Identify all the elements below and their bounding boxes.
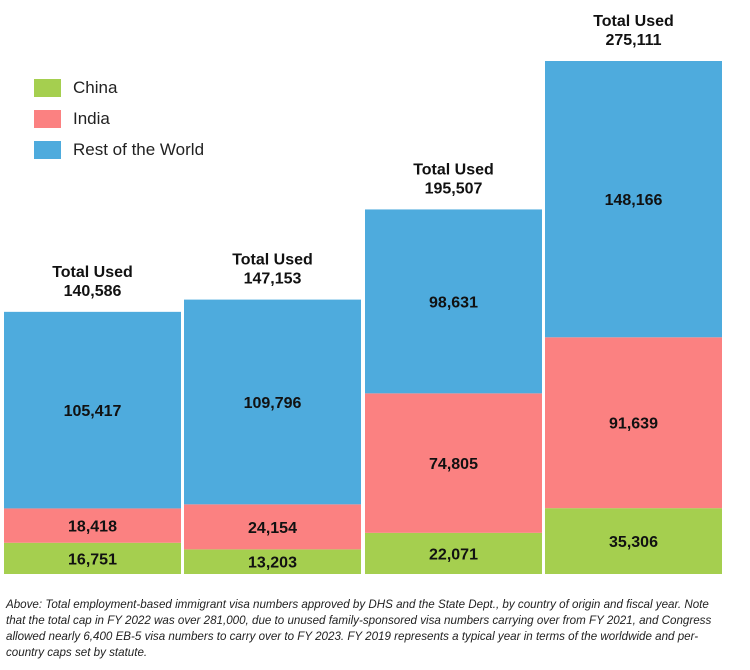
total-label-title-2: Total Used <box>232 252 313 269</box>
data-label-india-4: 91,639 <box>609 416 658 433</box>
bar-segment-china-1 <box>4 542 181 574</box>
total-label-title-1: Total Used <box>52 264 133 281</box>
legend-swatch-india <box>34 109 61 128</box>
legend-swatch-rest-of-world <box>34 140 61 159</box>
legend-label-rest-of-world: Rest of the World <box>73 139 205 159</box>
bar-segment-india-3 <box>365 393 542 533</box>
stacked-bar-chart: 16,751 18,418 105,417 Total Used 140,586 13,2… <box>4 13 722 574</box>
data-label-china-2: 13,203 <box>248 555 297 572</box>
legend-swatch-china <box>34 78 61 97</box>
data-label-china-3: 22,071 <box>429 546 478 563</box>
bar-segment-india-2 <box>184 504 361 550</box>
legend-label-china: China <box>73 77 118 97</box>
total-label-title-3: Total Used <box>413 161 494 178</box>
legend: China India Rest of the World <box>34 72 204 165</box>
total-label-title-4: Total Used <box>593 13 674 30</box>
bar-segment-china-3 <box>365 532 542 574</box>
data-label-rest-of-world-3: 98,631 <box>429 294 478 311</box>
legend-label-india: India <box>73 108 110 128</box>
bar-segment-india-1 <box>4 508 181 543</box>
chart-caption: Above: Total employment-based immigrant … <box>6 598 712 659</box>
data-label-india-1: 18,418 <box>68 519 117 536</box>
data-label-china-1: 16,751 <box>68 551 117 568</box>
bar-segment-china-4 <box>545 508 722 574</box>
legend-item-rest-of-world: Rest of the World <box>34 134 204 165</box>
legend-item-india: India <box>34 103 204 134</box>
data-label-rest-of-world-4: 148,166 <box>605 192 663 209</box>
total-label-value-2: 147,153 <box>244 271 302 288</box>
bar-segment-china-2 <box>184 549 361 574</box>
data-label-india-3: 74,805 <box>429 456 478 473</box>
bar-segment-rest-of-world-3 <box>365 209 542 394</box>
total-label-value-3: 195,507 <box>425 180 483 197</box>
legend-item-china: China <box>34 72 204 103</box>
bar-segment-rest-of-world-2 <box>184 299 361 505</box>
data-label-china-4: 35,306 <box>609 534 658 551</box>
total-label-value-4: 275,111 <box>605 32 661 49</box>
bar-segment-rest-of-world-4 <box>545 61 722 338</box>
bar-segment-india-4 <box>545 337 722 509</box>
bar-segment-rest-of-world-1 <box>4 311 181 509</box>
total-label-value-1: 140,586 <box>64 283 122 300</box>
data-label-rest-of-world-2: 109,796 <box>244 395 302 412</box>
data-label-rest-of-world-1: 105,417 <box>64 403 122 420</box>
data-label-india-2: 24,154 <box>248 520 297 537</box>
